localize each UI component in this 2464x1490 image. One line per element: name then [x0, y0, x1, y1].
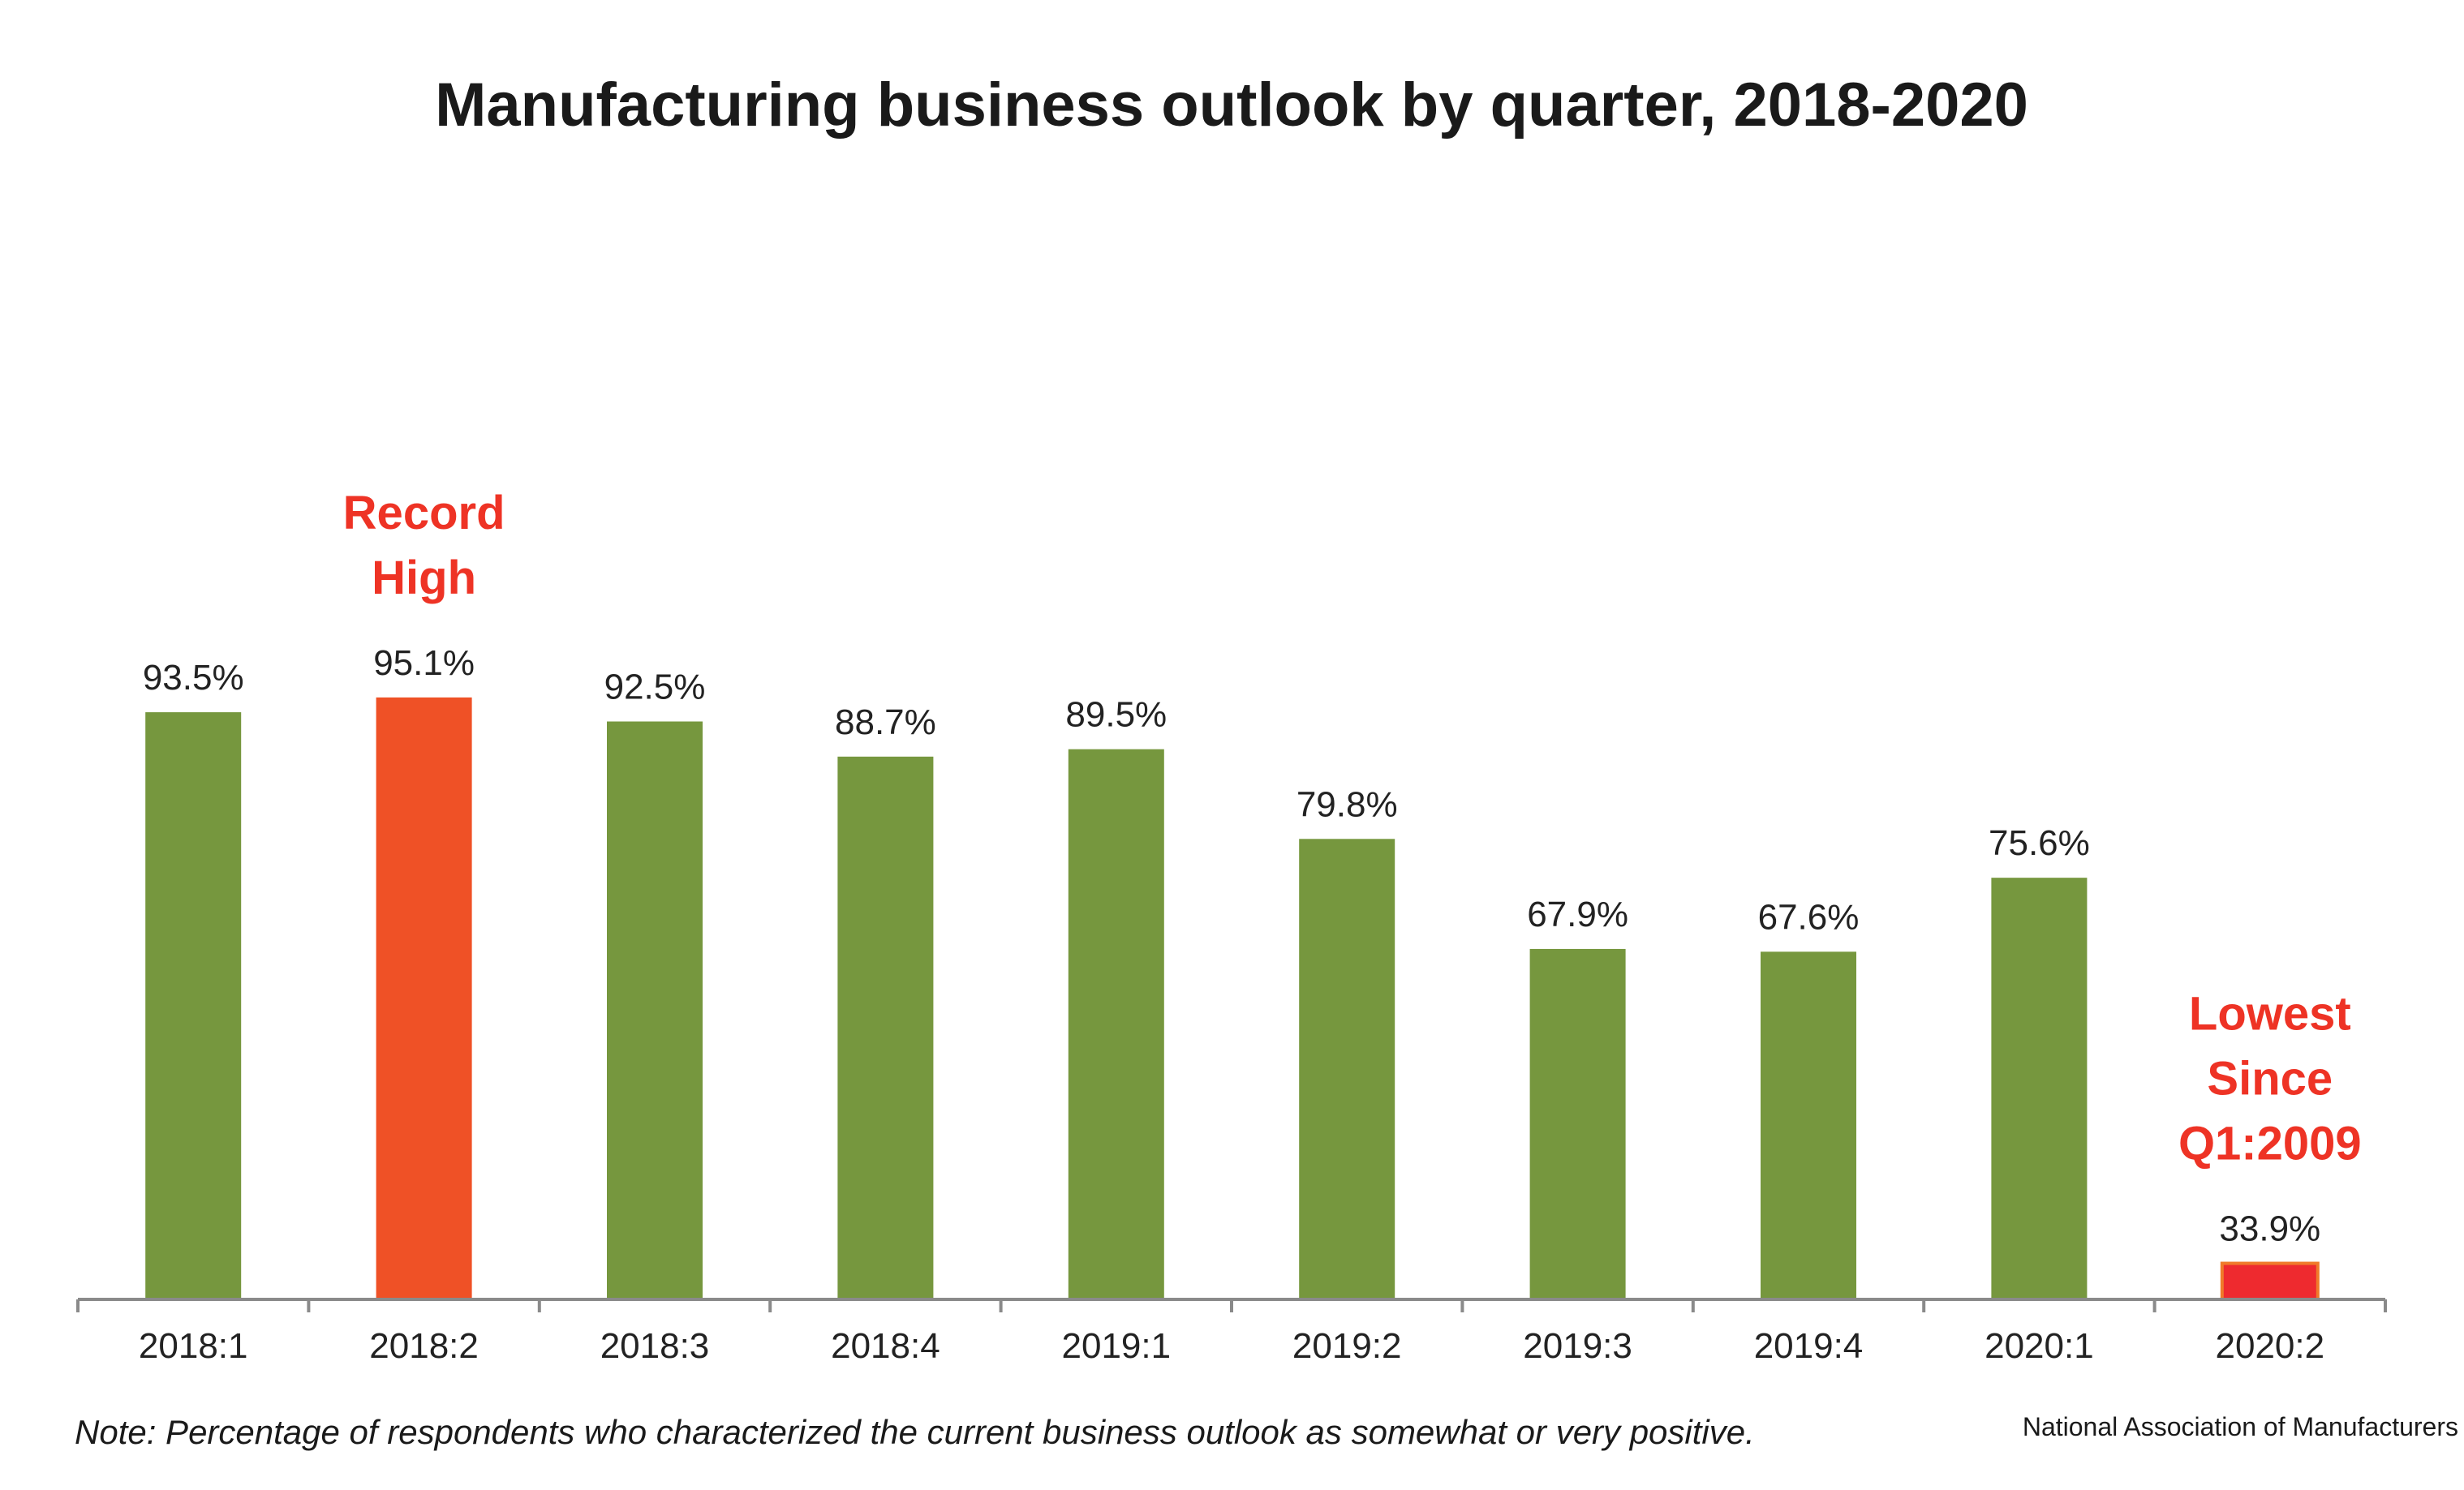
chart-source: National Association of Manufacturers [2023, 1412, 2458, 1441]
x-tick-labels: 2018:1 2018:2 2018:3 2018:4 2019:1 2019:2 2019… [139, 1326, 2324, 1366]
value-label-2019-4: 67.6% [1758, 897, 1860, 937]
x-tick-label-2019-4: 2019:4 [1754, 1326, 1864, 1366]
bar-2018-4 [837, 756, 934, 1299]
x-tick-label-2018-3: 2018:3 [600, 1326, 710, 1366]
annotation-line: Q1:2009 [2178, 1118, 2362, 1170]
bar-2018-3 [607, 721, 703, 1299]
bar-2019-2 [1299, 839, 1395, 1299]
value-labels: 93.5% 95.1% 92.5% 88.7% 89.5% 79.8% 67.9% 67.6%… [143, 643, 2320, 1249]
value-label-2019-2: 79.8% [1297, 784, 1398, 824]
value-label-2019-3: 67.9% [1527, 895, 1628, 934]
annotation-line: Since [2207, 1053, 2333, 1106]
chart-title: Manufacturing business outlook by quarte… [435, 71, 2028, 140]
value-label-2018-2: 95.1% [373, 643, 475, 683]
bar-2020-1 [1991, 878, 2088, 1299]
x-tick-label-2019-1: 2019:1 [1062, 1326, 1172, 1366]
bar-2018-1 [145, 712, 242, 1299]
annotations: Record High Lowest Since Q1:2009 [343, 487, 2362, 1170]
bar-2018-2 [376, 697, 472, 1299]
value-label-2020-2: 33.9% [2219, 1209, 2320, 1249]
bars [145, 697, 2320, 1302]
x-ticks [76, 1299, 2387, 1312]
value-label-2018-1: 93.5% [143, 658, 244, 698]
value-label-2019-1: 89.5% [1065, 695, 1167, 735]
value-label-2018-3: 92.5% [604, 668, 706, 707]
x-tick-label-2020-2: 2020:2 [2216, 1326, 2325, 1366]
x-tick-label-2018-1: 2018:1 [139, 1326, 248, 1366]
x-tick-label-2019-3: 2019:3 [1523, 1326, 1632, 1366]
annotation-line: High [372, 552, 476, 604]
chart-note: Note: Percentage of respondents who char… [75, 1413, 1755, 1451]
x-tick-label-2019-2: 2019:2 [1292, 1326, 1402, 1366]
x-tick-label-2018-2: 2018:2 [369, 1326, 479, 1366]
annotation-2020-2: Lowest Since Q1:2009 [2178, 988, 2362, 1170]
annotation-line: Record [343, 487, 505, 539]
bar-2019-1 [1068, 749, 1164, 1299]
bar-2020-2 [2220, 1261, 2320, 1302]
value-label-2020-1: 75.6% [1989, 823, 2090, 863]
annotation-2018-2: Record High [343, 487, 505, 604]
annotation-line: Lowest [2189, 988, 2351, 1041]
x-tick-label-2018-4: 2018:4 [831, 1326, 940, 1366]
x-tick-label-2020-1: 2020:1 [1985, 1326, 2094, 1366]
value-label-2018-4: 88.7% [835, 702, 936, 742]
bar-2019-3 [1529, 948, 1626, 1299]
bar-2019-4 [1761, 951, 1856, 1299]
